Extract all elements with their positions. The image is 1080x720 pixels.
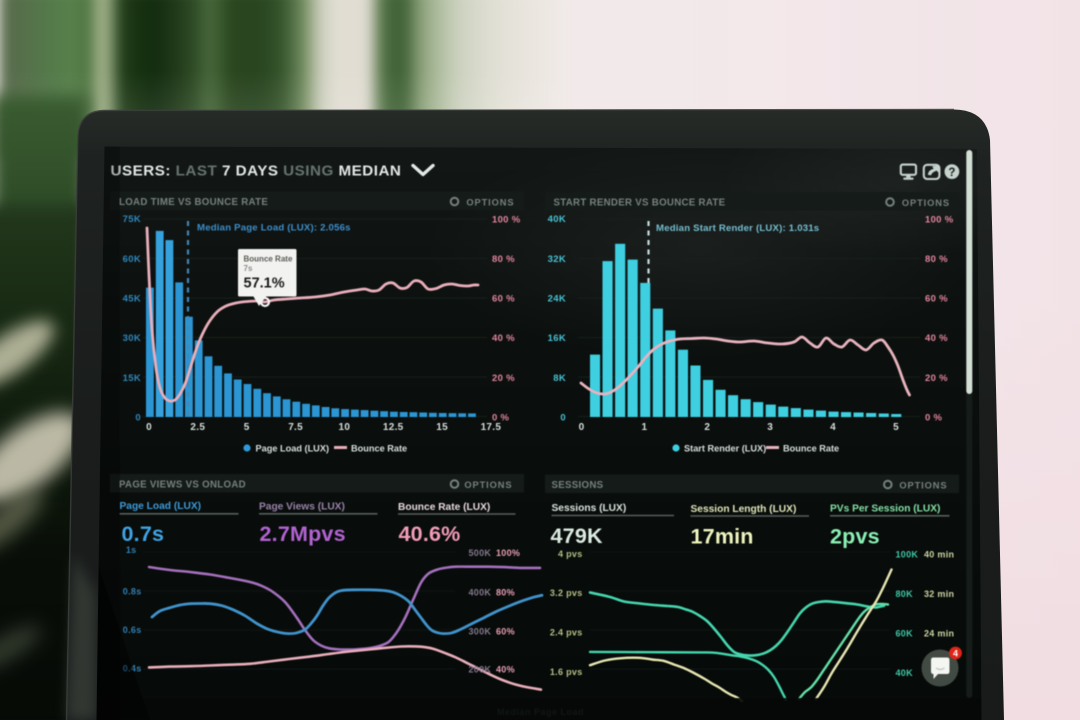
- svg-text:20 %: 20 %: [925, 373, 948, 384]
- svg-text:0: 0: [560, 413, 566, 424]
- svg-text:4: 4: [953, 648, 958, 658]
- svg-text:4: 4: [830, 422, 836, 433]
- svg-text:57.1%: 57.1%: [244, 276, 285, 292]
- svg-text:SESSIONS: SESSIONS: [552, 480, 604, 491]
- svg-text:1.6 pvs: 1.6 pvs: [550, 667, 583, 677]
- svg-text:7s: 7s: [244, 264, 253, 273]
- svg-text:0.4s: 0.4s: [123, 664, 142, 674]
- svg-text:OPTIONS: OPTIONS: [902, 198, 950, 208]
- svg-text:10: 10: [339, 422, 351, 433]
- svg-text:0 %: 0 %: [492, 413, 510, 424]
- svg-text:OPTIONS: OPTIONS: [899, 481, 947, 491]
- svg-text:200K: 200K: [469, 665, 492, 675]
- svg-text:2.4 pvs: 2.4 pvs: [550, 628, 583, 638]
- svg-text:75K: 75K: [123, 214, 141, 225]
- svg-text:OPTIONS: OPTIONS: [464, 480, 512, 490]
- svg-text:Bounce Rate (LUX): Bounce Rate (LUX): [398, 502, 490, 513]
- svg-text:20 %: 20 %: [492, 373, 515, 384]
- svg-text:15: 15: [436, 422, 448, 433]
- svg-text:40%: 40%: [496, 665, 515, 675]
- svg-text:2.7Mpvs: 2.7Mpvs: [260, 522, 346, 546]
- svg-text:Bounce Rate: Bounce Rate: [783, 444, 839, 454]
- svg-text:Median Page Load (LUX): 2.056s: Median Page Load (LUX): 2.056s: [197, 223, 351, 234]
- svg-text:0: 0: [146, 422, 152, 433]
- svg-text:40 %: 40 %: [492, 333, 515, 344]
- svg-text:PAGE VIEWS VS ONLOAD: PAGE VIEWS VS ONLOAD: [119, 480, 246, 491]
- svg-text:60 %: 60 %: [925, 294, 948, 305]
- svg-text:Page Load (LUX): Page Load (LUX): [256, 444, 330, 454]
- svg-text:2pvs: 2pvs: [830, 525, 880, 549]
- svg-text:PVs Per Session (LUX): PVs Per Session (LUX): [830, 504, 940, 515]
- svg-text:32 min: 32 min: [924, 589, 954, 599]
- svg-text:Bounce Rate: Bounce Rate: [244, 255, 293, 264]
- svg-text:45K: 45K: [123, 294, 141, 305]
- svg-text:40 %: 40 %: [925, 333, 948, 344]
- svg-text:?: ?: [948, 167, 955, 179]
- svg-text:OPTIONS: OPTIONS: [466, 198, 514, 208]
- svg-text:17.5: 17.5: [481, 422, 502, 433]
- svg-text:100%: 100%: [496, 548, 520, 558]
- svg-text:80 %: 80 %: [492, 254, 515, 265]
- svg-text:24 min: 24 min: [924, 629, 954, 639]
- svg-text:32K: 32K: [548, 254, 566, 265]
- svg-text:USERS: LAST 7 DAYS USING MEDIA: USERS: LAST 7 DAYS USING MEDIAN: [111, 163, 402, 180]
- svg-text:START RENDER VS BOUNCE RATE: START RENDER VS BOUNCE RATE: [554, 198, 726, 209]
- svg-text:5: 5: [244, 422, 250, 433]
- svg-text:60 %: 60 %: [492, 294, 515, 305]
- svg-text:60K: 60K: [123, 254, 141, 265]
- svg-text:Bounce Rate: Bounce Rate: [351, 444, 407, 454]
- svg-text:0.8s: 0.8s: [123, 587, 142, 597]
- svg-text:300K: 300K: [469, 627, 492, 637]
- svg-text:80%: 80%: [496, 588, 515, 598]
- svg-text:8K: 8K: [553, 373, 566, 384]
- svg-text:40.6%: 40.6%: [399, 522, 461, 546]
- svg-text:40 min: 40 min: [924, 550, 954, 560]
- svg-text:100 %: 100 %: [492, 215, 521, 226]
- svg-text:Page Views (LUX): Page Views (LUX): [259, 502, 345, 513]
- svg-text:24K: 24K: [548, 294, 566, 305]
- svg-text:Median Start Render (LUX): 1.0: Median Start Render (LUX): 1.031s: [656, 223, 819, 234]
- svg-text:Page Load (LUX): Page Load (LUX): [120, 501, 202, 512]
- svg-text:3: 3: [767, 422, 773, 433]
- svg-text:60%: 60%: [496, 627, 515, 637]
- svg-text:Start Render (LUX): Start Render (LUX): [684, 444, 766, 454]
- svg-text:500K: 500K: [469, 548, 492, 558]
- svg-text:3.2 pvs: 3.2 pvs: [550, 588, 583, 598]
- svg-text:16K: 16K: [548, 333, 566, 344]
- svg-text:7.5: 7.5: [288, 422, 303, 433]
- svg-text:17min: 17min: [691, 525, 754, 549]
- svg-text:479K: 479K: [551, 524, 603, 548]
- svg-text:1s: 1s: [126, 545, 137, 555]
- svg-text:40K: 40K: [548, 214, 566, 225]
- svg-text:Sessions (LUX): Sessions (LUX): [552, 503, 627, 514]
- svg-text:0.7s: 0.7s: [122, 522, 165, 546]
- svg-text:80 %: 80 %: [925, 254, 948, 265]
- svg-text:LOAD TIME VS BOUNCE RATE: LOAD TIME VS BOUNCE RATE: [119, 197, 268, 208]
- svg-text:400K: 400K: [469, 588, 492, 598]
- svg-text:4 pvs: 4 pvs: [558, 549, 583, 559]
- svg-text:40K: 40K: [896, 668, 914, 678]
- svg-text:0 %: 0 %: [925, 413, 943, 424]
- svg-text:15K: 15K: [123, 373, 141, 384]
- svg-text:0: 0: [579, 422, 585, 433]
- svg-text:Session Length (LUX): Session Length (LUX): [691, 504, 797, 515]
- svg-text:80K: 80K: [896, 589, 914, 599]
- svg-text:60K: 60K: [896, 629, 914, 639]
- svg-text:100 %: 100 %: [925, 215, 954, 226]
- svg-text:5: 5: [893, 422, 899, 433]
- svg-text:12.5: 12.5: [383, 422, 404, 433]
- svg-text:2: 2: [704, 422, 710, 433]
- svg-text:30K: 30K: [123, 333, 141, 344]
- svg-text:2.5: 2.5: [190, 422, 205, 433]
- svg-text:0.6s: 0.6s: [123, 625, 142, 635]
- svg-text:1: 1: [641, 422, 647, 433]
- svg-text:0: 0: [135, 413, 141, 424]
- svg-text:100K: 100K: [896, 550, 919, 560]
- svg-text:Median Page Load: Median Page Load: [497, 707, 584, 717]
